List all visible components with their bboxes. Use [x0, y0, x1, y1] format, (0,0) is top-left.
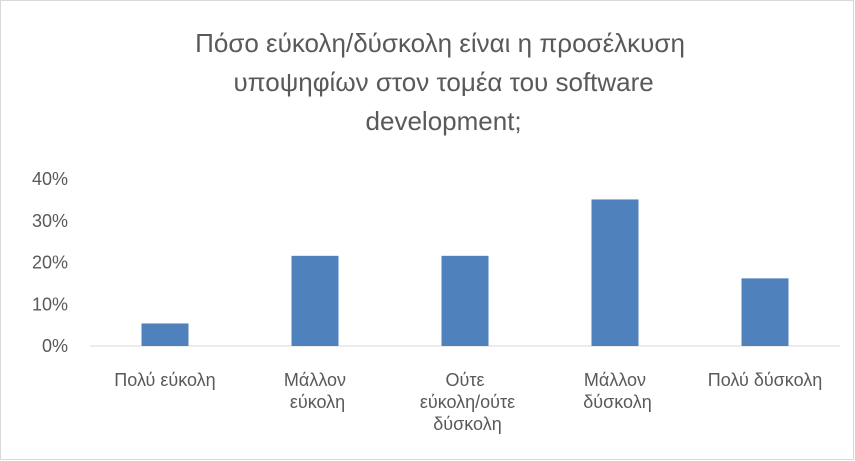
y-tick-label: 10% [32, 294, 68, 314]
x-tick-label: Ούτε εύκολη/ούτε δύσκολη [415, 370, 515, 434]
y-tick-label: 20% [32, 253, 68, 273]
bar [441, 255, 489, 346]
x-tick-label: Μάλλον δύσκολη [578, 370, 651, 412]
x-tick-label: Πολύ δύσκολη [708, 370, 823, 390]
y-tick-label: 0% [42, 336, 68, 356]
x-tick-label: Μάλλον εύκολη [284, 370, 346, 412]
bar [741, 278, 789, 346]
bar [141, 323, 189, 346]
chart-title: Πόσο εύκολη/δύσκολη είναι η προσέλκυση υ… [195, 28, 685, 136]
x-tick-label: Πολύ εύκολη [114, 370, 215, 390]
y-tick-label: 40% [32, 169, 68, 189]
bar [591, 199, 639, 346]
bar [291, 255, 339, 346]
y-tick-label: 30% [32, 211, 68, 231]
